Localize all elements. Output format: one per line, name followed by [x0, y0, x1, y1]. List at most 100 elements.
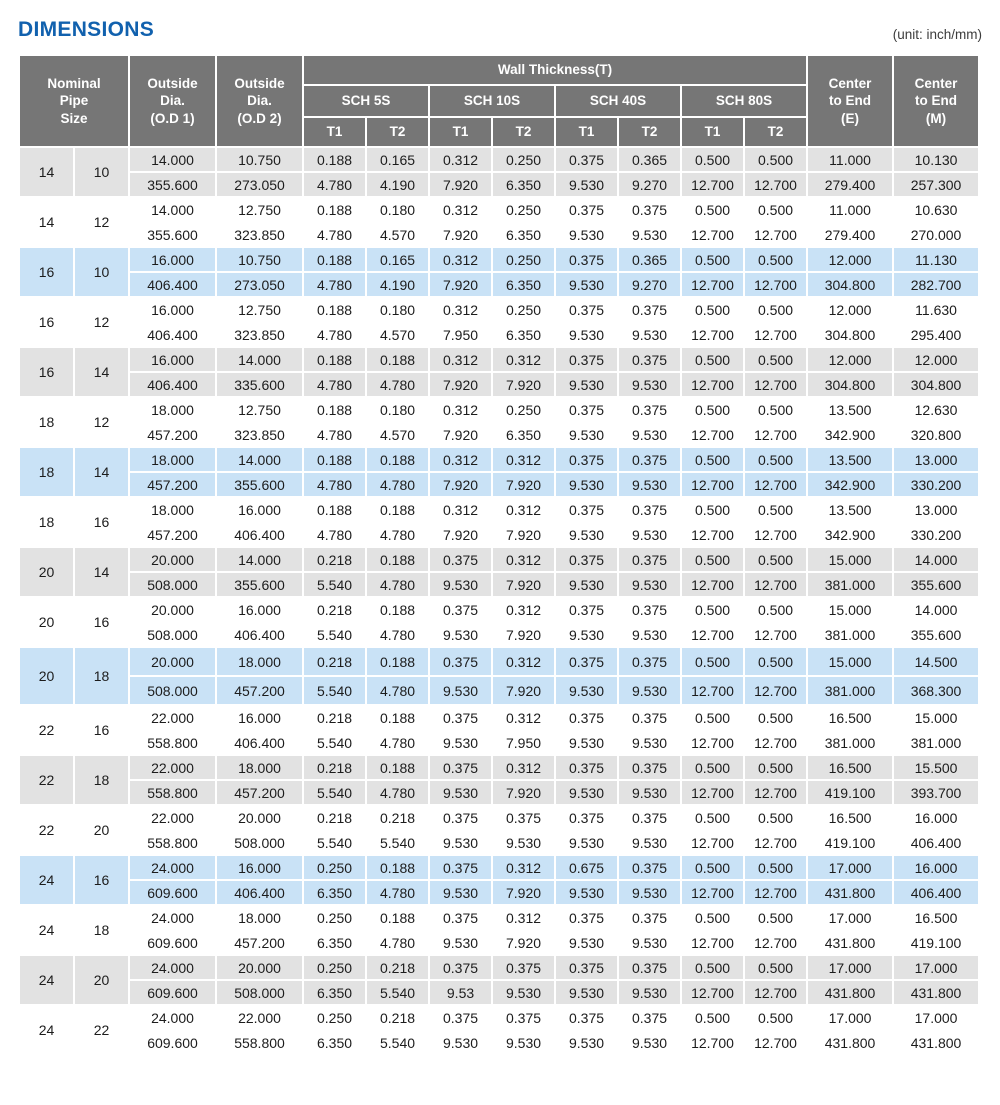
nominal-size-1-cell: 16 — [20, 248, 73, 296]
value-cell-inch: 17.000 — [808, 1006, 893, 1029]
value-cell-inch: 0.250 — [493, 248, 555, 271]
value-cell-mm: 12.700 — [745, 173, 807, 196]
value-cell-mm: 12.700 — [682, 373, 744, 396]
value-cell-mm: 355.600 — [217, 573, 303, 596]
nominal-size-1-cell: 24 — [20, 1006, 73, 1054]
value-cell-inch: 16.500 — [894, 906, 979, 929]
nominal-size-1-cell: 20 — [20, 648, 73, 704]
value-cell-mm: 12.700 — [682, 573, 744, 596]
value-cell-mm: 4.780 — [367, 373, 429, 396]
value-cell-inch: 0.375 — [430, 1006, 492, 1029]
value-cell-mm: 323.850 — [217, 423, 303, 446]
value-cell-mm: 5.540 — [304, 677, 366, 704]
value-cell-inch: 0.312 — [430, 448, 492, 471]
value-cell-inch: 14.500 — [894, 648, 979, 675]
value-cell-mm: 12.700 — [682, 781, 744, 804]
value-cell-inch: 0.500 — [682, 298, 744, 321]
value-cell-inch: 13.500 — [808, 498, 893, 521]
value-cell-inch: 0.500 — [682, 756, 744, 779]
value-cell-inch: 22.000 — [130, 756, 216, 779]
value-cell-mm: 9.530 — [619, 831, 681, 854]
value-cell-mm: 12.700 — [682, 881, 744, 904]
value-cell-inch: 0.375 — [430, 806, 492, 829]
value-cell-mm: 7.920 — [493, 881, 555, 904]
value-cell-mm: 342.900 — [808, 473, 893, 496]
value-cell-inch: 18.000 — [217, 648, 303, 675]
table-row-mm: 457.200 323.850 4.780 4.570 7.920 6.350 9.530 9… — [20, 423, 979, 446]
value-cell-mm: 419.100 — [808, 781, 893, 804]
value-cell-inch: 0.375 — [556, 398, 618, 421]
value-cell-inch: 0.375 — [619, 956, 681, 979]
value-cell-mm: 6.350 — [493, 223, 555, 246]
value-cell-mm: 9.530 — [556, 731, 618, 754]
value-cell-inch: 17.000 — [894, 956, 979, 979]
value-cell-inch: 0.375 — [619, 498, 681, 521]
value-cell-mm: 12.700 — [745, 223, 807, 246]
value-cell-mm: 9.530 — [493, 831, 555, 854]
value-cell-inch: 13.000 — [894, 448, 979, 471]
value-cell-mm: 7.920 — [430, 373, 492, 396]
value-cell-mm: 9.53 — [430, 981, 492, 1004]
value-cell-inch: 16.500 — [808, 756, 893, 779]
value-cell-mm: 4.780 — [367, 473, 429, 496]
value-cell-inch: 16.500 — [808, 806, 893, 829]
value-cell-inch: 0.500 — [682, 1006, 744, 1029]
header-sch-80s: SCH 80S — [682, 86, 807, 116]
table-row-mm: 609.600 558.800 6.350 5.540 9.530 9.530 9.530 9… — [20, 1031, 979, 1054]
value-cell-mm: 7.920 — [493, 373, 555, 396]
nominal-size-1-cell: 24 — [20, 856, 73, 904]
value-cell-inch: 13.500 — [808, 398, 893, 421]
value-cell-mm: 279.400 — [808, 223, 893, 246]
nominal-size-2-cell: 14 — [75, 348, 129, 396]
nominal-size-1-cell: 22 — [20, 806, 73, 854]
value-cell-inch: 0.500 — [745, 298, 807, 321]
value-cell-inch: 11.130 — [894, 248, 979, 271]
value-cell-mm: 4.780 — [304, 523, 366, 546]
value-cell-inch: 0.375 — [556, 448, 618, 471]
value-cell-inch: 0.375 — [556, 498, 618, 521]
value-cell-mm: 9.530 — [619, 881, 681, 904]
value-cell-inch: 0.188 — [304, 248, 366, 271]
nominal-size-2-cell: 20 — [75, 806, 129, 854]
value-cell-inch: 0.375 — [556, 148, 618, 171]
table-row-inch: 16 12 16.000 12.750 0.188 0.180 0.312 0.250 0.37… — [20, 298, 979, 346]
value-cell-mm: 609.600 — [130, 1031, 216, 1054]
value-cell-inch: 0.500 — [745, 706, 807, 729]
nominal-size-2-cell: 12 — [75, 198, 129, 246]
value-cell-inch: 0.365 — [619, 148, 681, 171]
value-cell-inch: 14.000 — [217, 448, 303, 471]
table-row-mm: 457.200 406.400 4.780 4.780 7.920 7.920 9.530 9… — [20, 523, 979, 546]
value-cell-inch: 18.000 — [130, 448, 216, 471]
value-cell-inch: 0.250 — [304, 1006, 366, 1029]
value-cell-mm: 12.700 — [745, 677, 807, 704]
value-cell-inch: 16.000 — [130, 248, 216, 271]
value-cell-mm: 12.700 — [745, 931, 807, 954]
value-cell-mm: 12.700 — [745, 981, 807, 1004]
value-cell-inch: 0.500 — [745, 248, 807, 271]
value-cell-inch: 0.375 — [556, 198, 618, 221]
value-cell-mm: 431.800 — [894, 981, 979, 1004]
value-cell-mm: 304.800 — [808, 323, 893, 346]
table-body: 14 10 14.000 10.750 0.188 0.165 0.312 0.250 0.37… — [20, 148, 979, 1054]
value-cell-inch: 17.000 — [808, 856, 893, 879]
unit-label: (unit: inch/mm) — [892, 27, 982, 42]
value-cell-mm: 406.400 — [217, 881, 303, 904]
value-cell-inch: 0.312 — [493, 706, 555, 729]
value-cell-inch: 0.375 — [619, 298, 681, 321]
value-cell-inch: 16.000 — [217, 498, 303, 521]
value-cell-mm: 9.530 — [619, 781, 681, 804]
value-cell-mm: 12.700 — [745, 623, 807, 646]
value-cell-inch: 15.500 — [894, 756, 979, 779]
value-cell-mm: 419.100 — [894, 931, 979, 954]
table-row-mm: 406.400 273.050 4.780 4.190 7.920 6.350 9.530 9… — [20, 273, 979, 296]
value-cell-inch: 0.375 — [493, 806, 555, 829]
table-row-inch: 18 12 18.000 12.750 0.188 0.180 0.312 0.250 0.37… — [20, 398, 979, 446]
value-cell-mm: 9.530 — [619, 523, 681, 546]
value-cell-inch: 20.000 — [130, 648, 216, 675]
value-cell-inch: 0.500 — [745, 398, 807, 421]
value-cell-mm: 9.530 — [430, 623, 492, 646]
value-cell-inch: 0.500 — [745, 756, 807, 779]
value-cell-inch: 20.000 — [217, 956, 303, 979]
value-cell-inch: 0.312 — [493, 756, 555, 779]
value-cell-inch: 17.000 — [808, 956, 893, 979]
